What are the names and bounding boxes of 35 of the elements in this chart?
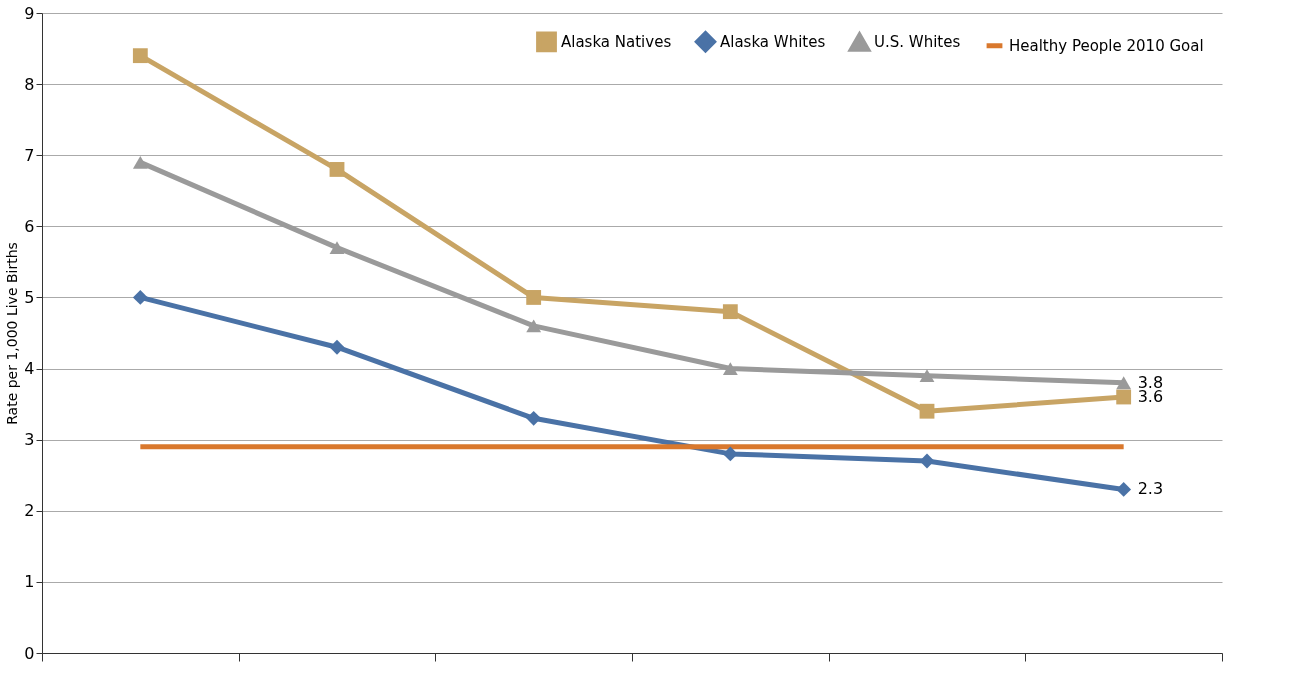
y-tick-label: 1 [24, 572, 35, 592]
point [722, 446, 738, 462]
point [132, 290, 148, 305]
point [919, 369, 935, 383]
y-tick-label: 6 [24, 216, 35, 236]
legend-label: Alaska Whites [720, 32, 826, 51]
point [329, 241, 345, 255]
point [526, 319, 542, 333]
y-tick-label: 2 [24, 501, 35, 521]
point [1116, 376, 1132, 390]
point [919, 453, 935, 469]
point [1116, 482, 1132, 497]
y-tick-label: 5 [24, 287, 35, 307]
data-label: 2.3 [1137, 479, 1164, 499]
y-axis-title: Rate per 1,000 Live Births [4, 242, 21, 425]
point [132, 48, 148, 64]
point [1116, 389, 1132, 405]
point [132, 155, 148, 169]
legend-label: U.S. Whites [874, 33, 961, 52]
point [329, 162, 345, 177]
point [329, 339, 345, 355]
point [526, 290, 542, 305]
y-tick-label: 8 [24, 74, 35, 94]
point [722, 362, 738, 375]
y-tick-label: 7 [24, 145, 35, 165]
data-label: 3.6 [1137, 387, 1164, 406]
point [919, 403, 935, 419]
y-tick-label: 0 [24, 643, 35, 663]
y-tick-label: 9 [24, 3, 35, 23]
y-tick-label: 4 [24, 359, 35, 379]
legend-label: Healthy People 2010 Goal [1009, 36, 1204, 55]
point [526, 410, 542, 426]
point [722, 304, 738, 320]
legend-label: Alaska Natives [561, 32, 672, 51]
y-tick-label: 3 [24, 430, 35, 450]
